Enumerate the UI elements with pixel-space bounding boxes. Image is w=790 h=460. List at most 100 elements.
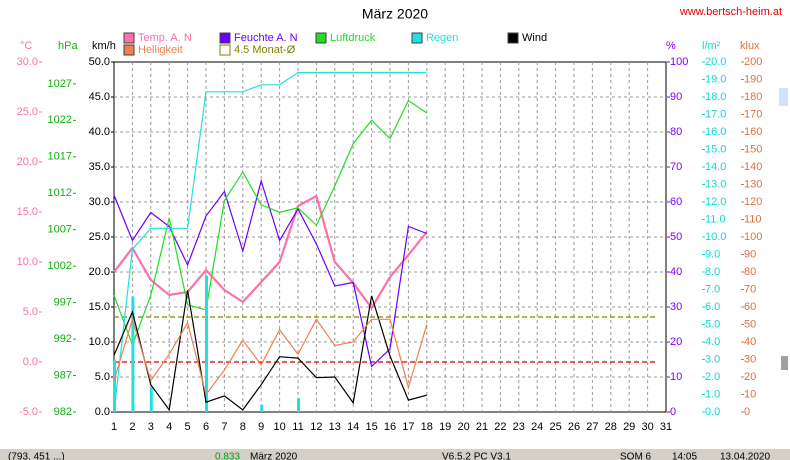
scroll-marker bbox=[781, 356, 788, 370]
y-tick-label: 150 bbox=[744, 143, 762, 155]
rain-bar bbox=[205, 275, 208, 412]
y-tick-label: 130 bbox=[744, 178, 762, 190]
y-tick-label: 15.0 bbox=[17, 206, 38, 218]
y-tick-label: 15.0 bbox=[705, 143, 726, 155]
y-tick-label: 30 bbox=[744, 353, 756, 365]
y-tick-label: 1017 bbox=[48, 151, 72, 163]
y-tick-label: 0.0 bbox=[95, 406, 110, 418]
y-tick-label: 0.0 bbox=[705, 406, 720, 418]
series-line bbox=[113, 71, 427, 413]
x-tick-label: 15 bbox=[365, 421, 377, 433]
y-tick-label: 70 bbox=[744, 283, 756, 295]
legend-swatch bbox=[123, 44, 135, 56]
y-tick-label: 5.0 bbox=[705, 318, 720, 330]
x-tick-label: 22 bbox=[494, 421, 506, 433]
y-tick-label: 1022 bbox=[48, 114, 72, 126]
rain-bar bbox=[113, 359, 116, 412]
y-tick-label: 3.0 bbox=[705, 353, 720, 365]
x-tick-label: 17 bbox=[402, 421, 414, 433]
y-tick-label: 60 bbox=[670, 196, 682, 208]
y-tick-label: 30.0 bbox=[89, 196, 110, 208]
status-text: SOM 6 bbox=[620, 452, 652, 460]
rain-bar bbox=[260, 405, 264, 412]
x-tick-label: 24 bbox=[531, 421, 543, 433]
legend-swatch bbox=[507, 32, 519, 44]
x-tick-label: 19 bbox=[439, 421, 451, 433]
axis-unit: km/h bbox=[92, 40, 116, 52]
legend-swatch bbox=[315, 32, 327, 44]
y-tick-label: 100 bbox=[744, 231, 762, 243]
y-tick-label: 140 bbox=[744, 161, 762, 173]
y-tick-label: 0.0 bbox=[23, 356, 38, 368]
y-tick-label: 1012 bbox=[48, 187, 72, 199]
y-tick-label: 6.0 bbox=[705, 301, 720, 313]
y-tick-label: 180 bbox=[744, 91, 762, 103]
x-tick-label: 4 bbox=[166, 421, 172, 433]
y-tick-label: 70 bbox=[670, 161, 682, 173]
x-tick-label: 8 bbox=[240, 421, 246, 433]
y-tick-label: 2.0 bbox=[705, 371, 720, 383]
y-tick-label: 25.0 bbox=[17, 106, 38, 118]
y-tick-label: 20.0 bbox=[17, 156, 38, 168]
rain-bar bbox=[131, 296, 135, 412]
axis-unit: klux bbox=[740, 40, 760, 52]
legend-label: Luftdruck bbox=[330, 32, 376, 44]
y-tick-label: 1002 bbox=[48, 260, 72, 272]
y-tick-label: 45.0 bbox=[89, 91, 110, 103]
legend-label: Helligkeit bbox=[138, 44, 183, 56]
status-text: März 2020 bbox=[250, 452, 298, 460]
legend-label: Temp. A. N bbox=[138, 32, 192, 44]
status-text: (793, 451 ...) bbox=[8, 452, 65, 460]
y-tick-label: 40 bbox=[670, 266, 682, 278]
y-tick-label: 16.0 bbox=[705, 126, 726, 138]
legend-swatch bbox=[219, 32, 231, 44]
x-tick-label: 16 bbox=[384, 421, 396, 433]
x-tick-label: 21 bbox=[476, 421, 488, 433]
status-text: 14:05 bbox=[672, 452, 697, 460]
y-tick-label: 12.0 bbox=[705, 196, 726, 208]
chart-title: März 2020 bbox=[362, 6, 428, 22]
x-tick-label: 18 bbox=[421, 421, 433, 433]
y-tick-label: 19.0 bbox=[705, 73, 726, 85]
x-tick-label: 5 bbox=[185, 421, 191, 433]
status-text: 13.04.2020 bbox=[720, 452, 770, 460]
y-tick-label: 15.0 bbox=[89, 301, 110, 313]
series-line bbox=[113, 178, 428, 368]
y-tick-label: -5.0 bbox=[19, 406, 38, 418]
status-bar bbox=[0, 449, 790, 460]
y-tick-label: 0 bbox=[744, 406, 750, 418]
x-tick-label: 26 bbox=[568, 421, 580, 433]
y-tick-label: 1007 bbox=[48, 224, 72, 236]
y-tick-label: 30 bbox=[670, 301, 682, 313]
y-tick-label: 40.0 bbox=[89, 126, 110, 138]
y-tick-label: 5.0 bbox=[23, 306, 38, 318]
x-tick-label: 10 bbox=[273, 421, 285, 433]
y-tick-label: 60 bbox=[744, 301, 756, 313]
x-tick-label: 31 bbox=[660, 421, 672, 433]
y-tick-label: 160 bbox=[744, 126, 762, 138]
legend-swatch bbox=[219, 44, 231, 56]
y-tick-label: 987 bbox=[54, 369, 72, 381]
y-tick-label: 7.0 bbox=[705, 283, 720, 295]
x-tick-label: 7 bbox=[221, 421, 227, 433]
y-tick-label: 35.0 bbox=[89, 161, 110, 173]
y-tick-label: 100 bbox=[670, 56, 688, 68]
y-tick-label: 170 bbox=[744, 108, 762, 120]
y-tick-label: 13.0 bbox=[705, 178, 726, 190]
y-tick-label: 10.0 bbox=[17, 256, 38, 268]
y-tick-label: 10 bbox=[744, 388, 756, 400]
y-tick-label: 110 bbox=[744, 213, 762, 225]
y-tick-label: 10 bbox=[670, 371, 682, 383]
y-tick-label: 40 bbox=[744, 336, 756, 348]
y-tick-label: 982 bbox=[54, 406, 72, 418]
scroll-marker bbox=[779, 88, 788, 106]
x-tick-label: 23 bbox=[513, 421, 525, 433]
y-tick-label: 20.0 bbox=[89, 266, 110, 278]
legend-label: Wind bbox=[522, 32, 547, 44]
y-tick-label: 80 bbox=[744, 266, 756, 278]
x-tick-label: 30 bbox=[641, 421, 653, 433]
y-tick-label: 190 bbox=[744, 73, 762, 85]
y-tick-label: 80 bbox=[670, 126, 682, 138]
axis-unit: °C bbox=[20, 40, 32, 52]
